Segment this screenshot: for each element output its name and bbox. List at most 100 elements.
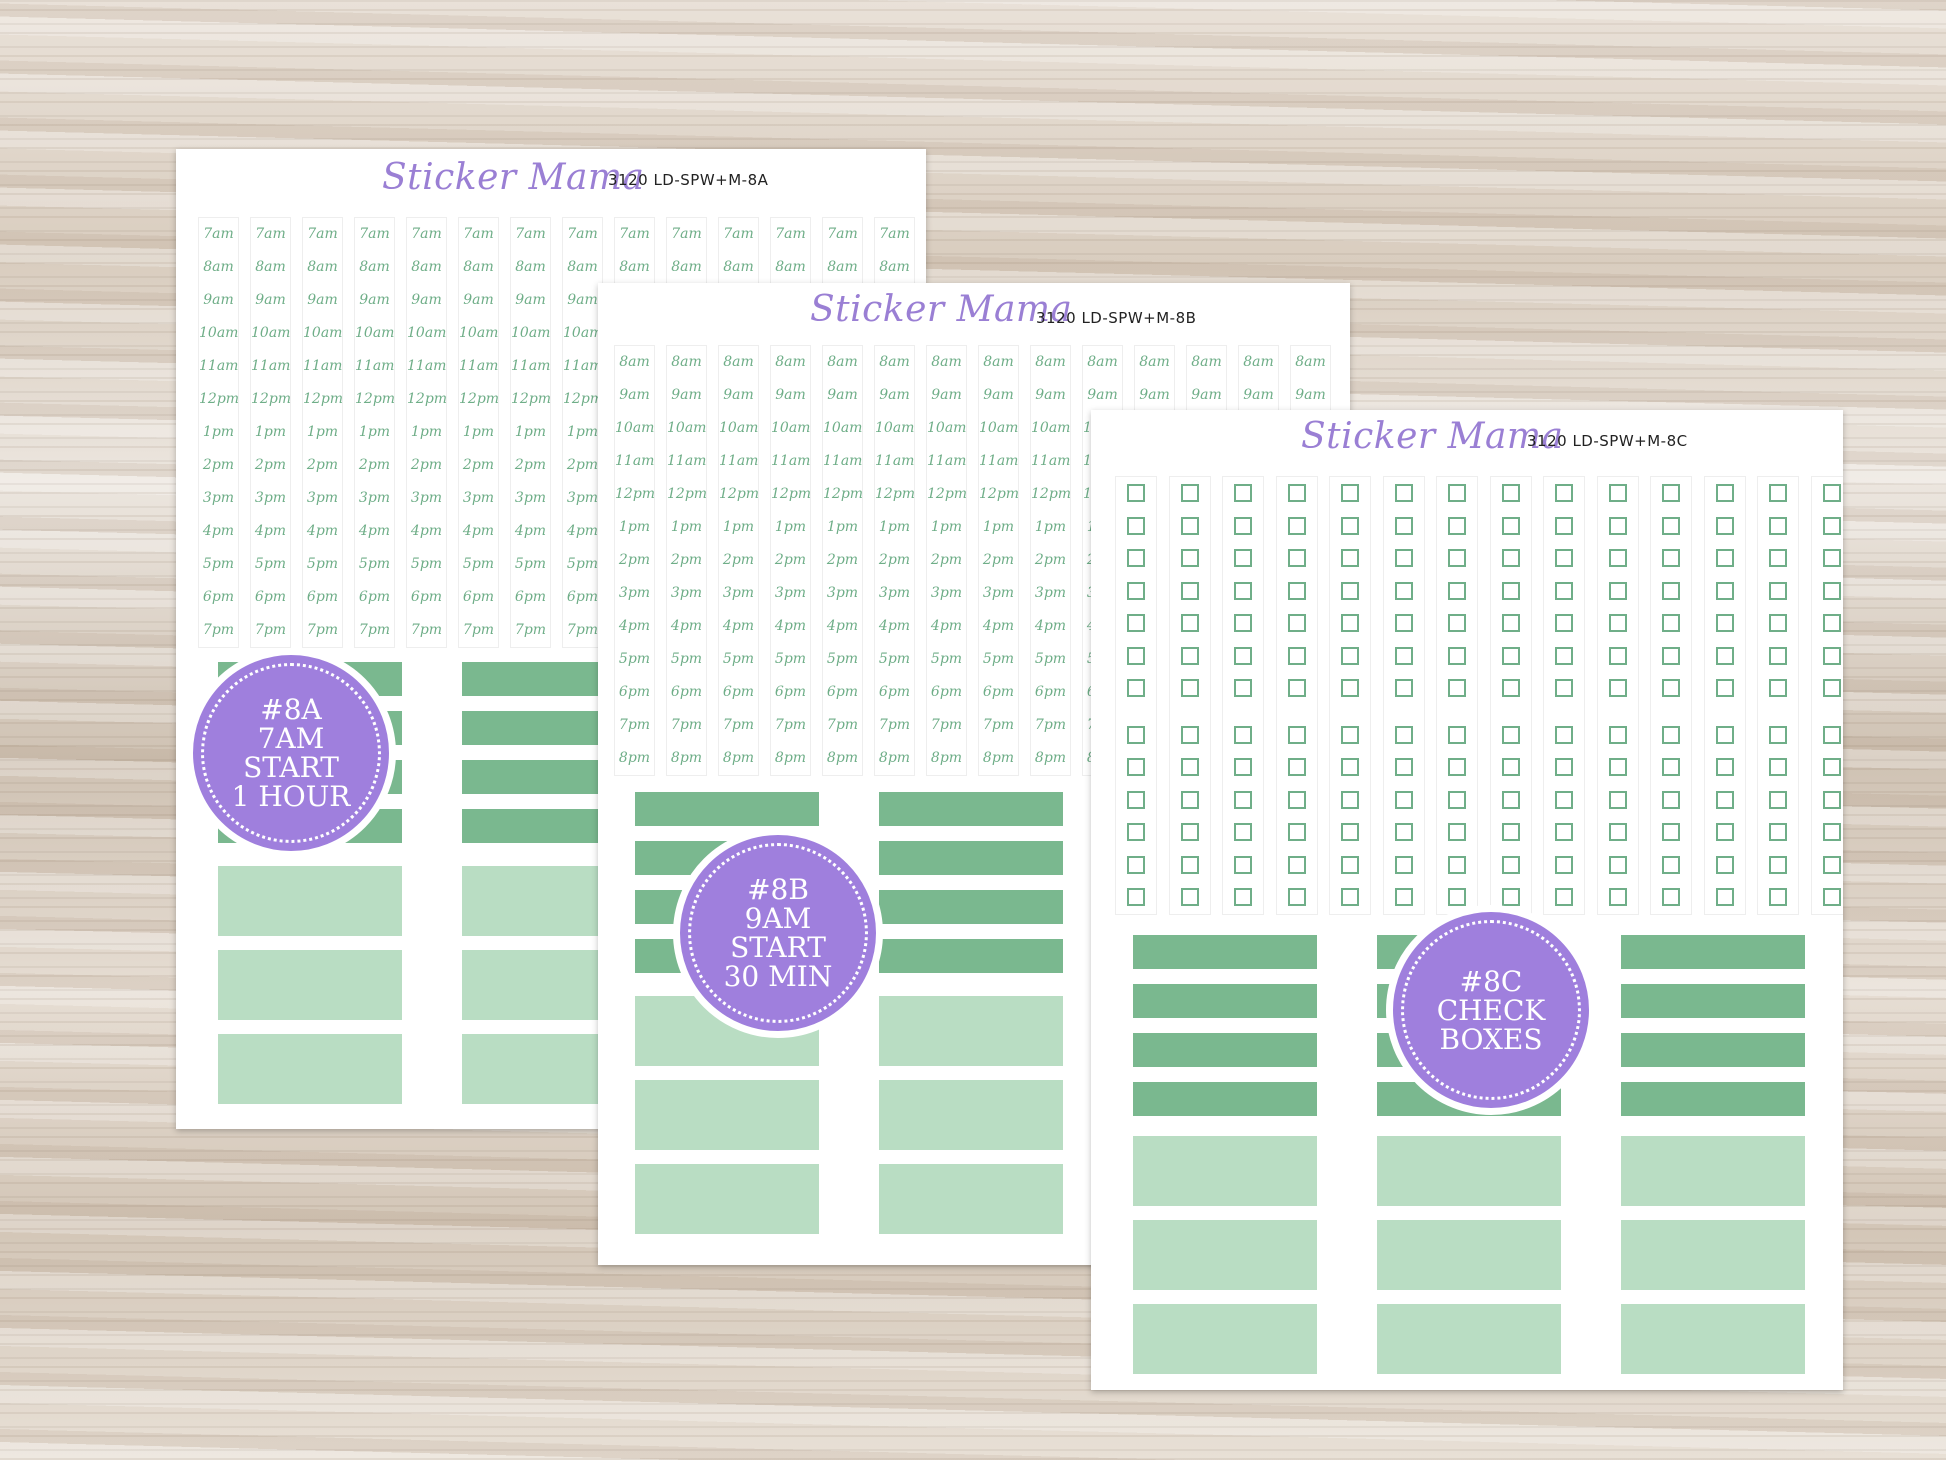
checkbox-sticker — [1116, 784, 1156, 817]
checkbox-icon — [1608, 758, 1627, 777]
checkbox-sticker — [1812, 477, 1844, 510]
checkbox-sticker — [1384, 751, 1424, 784]
time-label: 7am — [463, 226, 494, 242]
checkbox-sticker — [1116, 881, 1156, 914]
badge-dotted-ring — [201, 663, 381, 843]
time-label: 8am — [1035, 354, 1066, 370]
checkbox-sticker — [1491, 575, 1531, 608]
checkbox-sticker — [1758, 784, 1798, 817]
time-label: 8pm — [618, 750, 651, 766]
checkbox-icon — [1341, 484, 1359, 503]
time-label: 7pm — [982, 717, 1015, 733]
time-label: 3pm — [826, 585, 859, 601]
checkbox-icon — [1234, 484, 1252, 503]
checkbox-icon — [1234, 823, 1252, 842]
badge-line: CHECK — [1436, 993, 1546, 1027]
checkbox-icon — [1715, 614, 1734, 633]
checkbox-sticker — [1330, 575, 1370, 608]
checkbox-sticker — [1277, 881, 1317, 914]
checkbox-sticker — [1651, 849, 1691, 882]
checkbox-sticker — [1598, 816, 1638, 849]
checkbox-sticker — [1705, 640, 1745, 673]
checkbox-icon — [1394, 614, 1413, 633]
checkbox-sticker — [1170, 542, 1210, 575]
badge-line: START — [243, 751, 339, 784]
time-label: 4pm — [722, 618, 755, 634]
checkbox-icon — [1715, 516, 1734, 535]
time-label: 6pm — [878, 684, 911, 700]
checkbox-sticker — [1491, 542, 1531, 575]
time-label: 9am — [1035, 387, 1066, 403]
checkbox-sticker — [1170, 672, 1210, 705]
checkbox-icon — [1287, 516, 1306, 535]
checkbox-sticker — [1651, 751, 1691, 784]
time-label: 2pm — [774, 552, 807, 568]
checkbox-sticker — [1651, 510, 1691, 543]
checkbox-icon — [1180, 790, 1199, 809]
time-label: 2pm — [358, 457, 391, 473]
checkbox-icon — [1341, 516, 1359, 535]
time-label: 10am — [719, 420, 759, 436]
checkbox-icon — [1608, 581, 1627, 600]
time-label: 6pm — [930, 684, 963, 700]
checkbox-icon — [1822, 581, 1841, 600]
time-label: 6pm — [202, 589, 235, 605]
checkbox-icon — [1180, 758, 1199, 777]
time-label: 11am — [979, 453, 1019, 469]
checkbox-icon — [1341, 614, 1359, 633]
checkbox-sticker — [1705, 849, 1745, 882]
time-label: 8pm — [878, 750, 911, 766]
checkbox-icon — [1662, 549, 1680, 568]
time-label: 9am — [983, 387, 1014, 403]
checkbox-icon — [1341, 823, 1359, 842]
checkbox-icon — [1180, 725, 1199, 744]
checkbox-sticker — [1277, 719, 1317, 752]
time-label: 8pm — [826, 750, 859, 766]
time-label: 1pm — [254, 424, 287, 440]
checkbox-sticker — [1116, 575, 1156, 608]
time-label: 9am — [567, 292, 598, 308]
dark-green-strip-sticker — [879, 841, 1063, 875]
checkbox-icon — [1662, 823, 1680, 842]
time-label: 7pm — [306, 622, 339, 638]
time-label: 9am — [775, 387, 806, 403]
time-label: 7pm — [930, 717, 963, 733]
time-label: 1pm — [306, 424, 339, 440]
checkbox-column — [1810, 476, 1844, 915]
checkbox-icon — [1394, 484, 1413, 503]
checkbox-icon — [1822, 790, 1841, 809]
checkbox-icon — [1287, 758, 1306, 777]
checkbox-icon — [1608, 725, 1627, 744]
checkbox-sticker — [1277, 640, 1317, 673]
checkbox-icon — [1341, 888, 1359, 907]
checkbox-icon — [1662, 646, 1680, 665]
time-label: 1pm — [826, 519, 859, 535]
checkbox-sticker — [1384, 607, 1424, 640]
time-label: 7pm — [514, 622, 547, 638]
time-label: 7am — [619, 226, 650, 242]
checkbox-icon — [1501, 549, 1520, 568]
light-green-box-sticker — [635, 1080, 819, 1150]
time-label: 10am — [875, 420, 915, 436]
time-label: 11am — [199, 358, 239, 374]
checkbox-sticker — [1223, 849, 1263, 882]
time-label: 12pm — [875, 486, 916, 502]
checkbox-sticker — [1491, 672, 1531, 705]
checkbox-sticker — [1651, 542, 1691, 575]
checkbox-icon — [1822, 484, 1841, 503]
time-label: 12pm — [511, 391, 552, 407]
checkbox-sticker — [1705, 816, 1745, 849]
checkbox-sticker — [1116, 510, 1156, 543]
light-green-box-sticker — [879, 1080, 1063, 1150]
checkbox-icon — [1555, 614, 1573, 633]
time-label-column: 8am 9am 10am 11am 12pm 1pm 2pm 3pm 4pm 5pm 6pm 7pm 8… — [822, 345, 863, 776]
time-label: 5pm — [670, 651, 703, 667]
checkbox-sticker — [1544, 784, 1584, 817]
checkbox-sticker — [1437, 510, 1477, 543]
checkbox-sticker — [1598, 719, 1638, 752]
checkbox-sticker — [1437, 672, 1477, 705]
badge-8c: #8C CHECK BOXES — [1386, 905, 1596, 1115]
light-green-box-sticker — [218, 1034, 402, 1104]
checkbox-icon — [1234, 790, 1252, 809]
time-label-column: 7am 8am 9am 10am 11am 12pm 1pm 2pm 3pm 4pm 5pm 6pm 7… — [302, 217, 343, 648]
